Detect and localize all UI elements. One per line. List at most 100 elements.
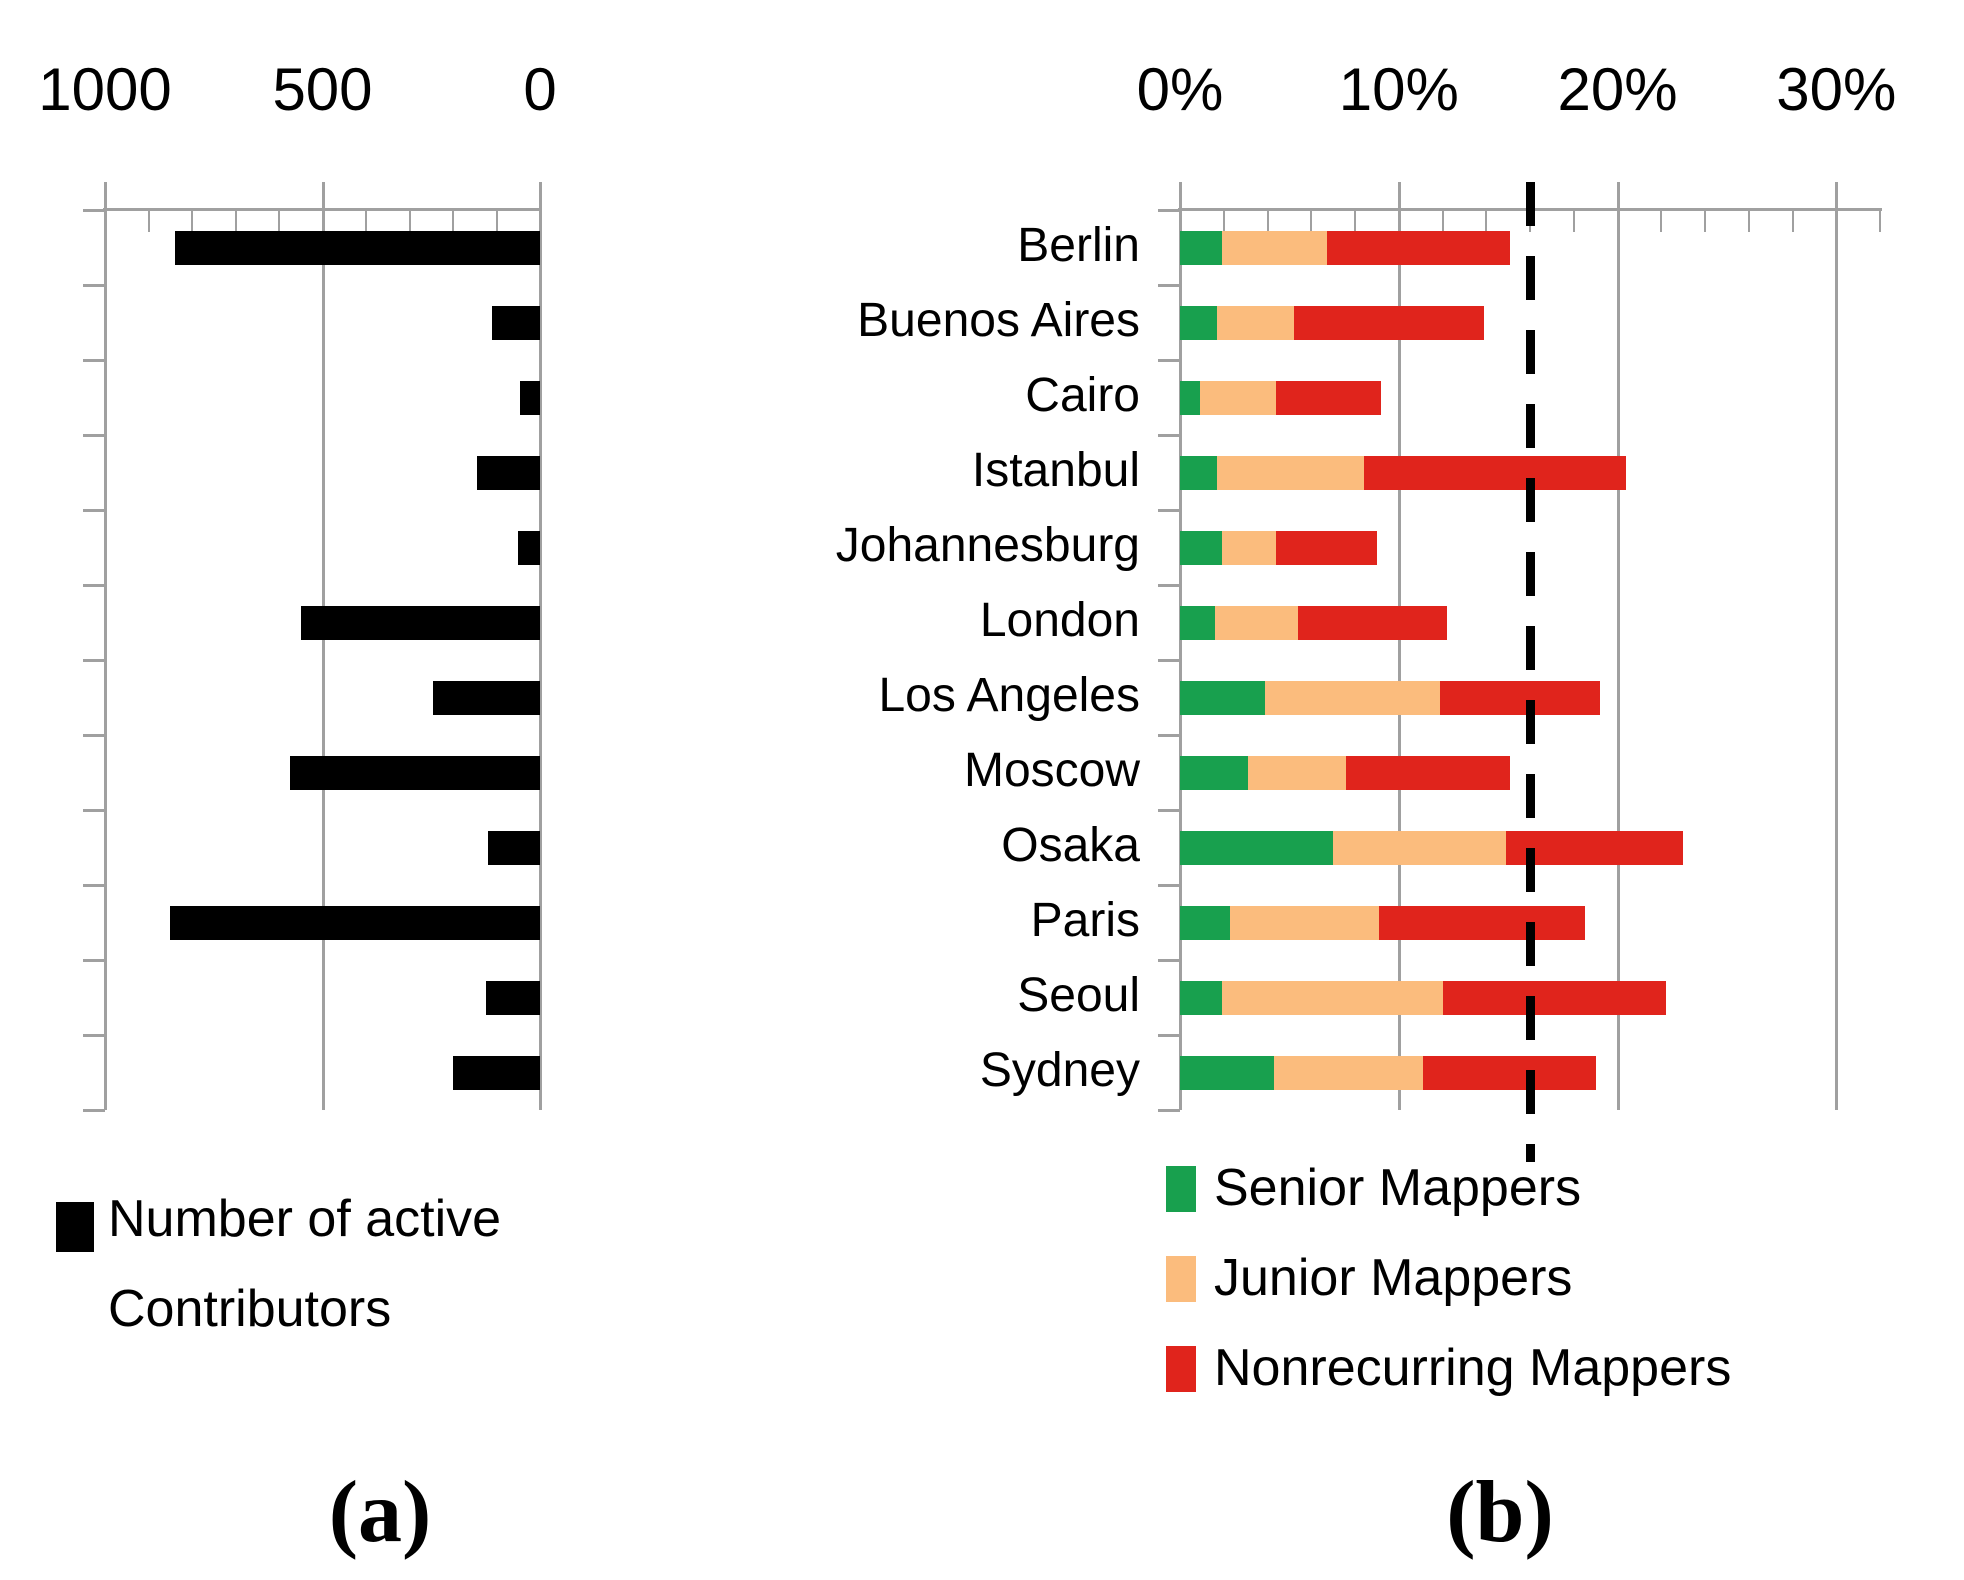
senior-mappers-legend-swatch <box>1166 1166 1196 1212</box>
stacked-bar-segment-nonrecurring-mappers <box>1440 680 1600 715</box>
stacked-bar-segment-junior-mappers <box>1199 380 1277 415</box>
contributors-bar <box>485 980 540 1015</box>
stacked-bar-segment-senior-mappers <box>1180 680 1266 715</box>
city-label: Johannesburg <box>835 518 1140 572</box>
row-boundary-tick <box>1158 359 1180 362</box>
row-boundary-tick <box>83 509 105 512</box>
stacked-bar-segment-senior-mappers <box>1180 530 1222 565</box>
minor-tick <box>495 210 498 232</box>
major-gridline <box>1397 182 1401 1110</box>
axis-tick-label: 10% <box>1338 56 1459 123</box>
row-boundary-tick <box>83 809 105 812</box>
row-boundary-tick <box>1158 734 1180 737</box>
stacked-bar-segment-nonrecurring-mappers <box>1276 530 1377 565</box>
stacked-bar-segment-junior-mappers <box>1221 230 1327 265</box>
stacked-bar-segment-junior-mappers <box>1215 605 1299 640</box>
minor-tick <box>1441 210 1444 232</box>
junior-mappers-legend-label: Junior Mappers <box>1214 1249 1573 1307</box>
stacked-bar-segment-nonrecurring-mappers <box>1422 1055 1596 1090</box>
row-boundary-tick <box>83 284 105 287</box>
minor-tick <box>191 210 193 232</box>
row-boundary-tick <box>1158 1034 1180 1037</box>
axis-tick-label: 500 <box>272 56 373 123</box>
senior-mappers-legend-label: Senior Mappers <box>1214 1159 1582 1217</box>
axis-tick-label: 0 <box>523 56 557 123</box>
contributors-legend-swatch <box>56 1202 94 1252</box>
axis-tick-label: 20% <box>1557 56 1678 123</box>
contributors-bar <box>520 380 540 415</box>
major-gridline <box>1179 182 1182 1110</box>
minor-tick <box>1747 210 1750 232</box>
stacked-bar-segment-senior-mappers <box>1180 1055 1275 1090</box>
stacked-bar-segment-junior-mappers <box>1274 1055 1423 1090</box>
stacked-bar-segment-junior-mappers <box>1265 680 1441 715</box>
stacked-bar-segment-nonrecurring-mappers <box>1293 305 1485 340</box>
stacked-bar-segment-senior-mappers <box>1180 455 1218 490</box>
row-boundary-tick <box>83 1034 105 1037</box>
contributors-bar <box>518 530 540 565</box>
major-gridline <box>321 182 325 1110</box>
row-boundary-tick <box>83 659 105 662</box>
stacked-bar-segment-junior-mappers <box>1333 830 1506 865</box>
minor-tick <box>1222 210 1225 232</box>
minor-tick <box>1660 210 1663 232</box>
contributors-legend-label-line2: Contributors <box>108 1280 392 1338</box>
nonrecurring-mappers-legend-label: Nonrecurring Mappers <box>1214 1339 1732 1397</box>
row-boundary-tick <box>1158 959 1180 962</box>
stacked-bar-segment-nonrecurring-mappers <box>1346 755 1511 790</box>
row-boundary-tick <box>83 884 105 887</box>
city-label: Paris <box>1030 893 1140 947</box>
minor-tick <box>1310 210 1313 232</box>
row-boundary-tick <box>1158 1109 1180 1112</box>
city-label: Buenos Aires <box>857 293 1140 347</box>
contributors-bar <box>174 230 540 265</box>
stacked-bar-segment-senior-mappers <box>1180 380 1200 415</box>
city-label: Istanbul <box>971 443 1140 497</box>
stacked-bar-segment-junior-mappers <box>1230 905 1380 940</box>
minor-tick <box>278 210 280 232</box>
minor-tick <box>365 210 367 232</box>
caption-panel-b: (b) <box>1446 1464 1554 1561</box>
row-boundary-tick <box>1158 509 1180 512</box>
minor-tick <box>1791 210 1794 232</box>
major-gridline <box>104 182 107 1110</box>
contributors-legend-label-line1: Number of active <box>108 1190 502 1248</box>
caption-panel-a: (a) <box>328 1464 432 1561</box>
city-label: Los Angeles <box>878 668 1140 722</box>
city-label: Osaka <box>1001 818 1140 872</box>
city-label: London <box>979 593 1140 647</box>
city-label: Seoul <box>1017 968 1140 1022</box>
row-boundary-tick <box>83 434 105 437</box>
stacked-bar-segment-senior-mappers <box>1180 230 1222 265</box>
stacked-bar-segment-nonrecurring-mappers <box>1326 230 1511 265</box>
junior-mappers-legend-swatch <box>1166 1256 1196 1302</box>
row-boundary-tick <box>83 959 105 962</box>
dashed-reference-line <box>1526 182 1535 1162</box>
row-boundary-tick <box>83 209 105 212</box>
city-label: Berlin <box>1017 218 1140 272</box>
stacked-bar-segment-senior-mappers <box>1180 830 1334 865</box>
stacked-bar-segment-junior-mappers <box>1247 755 1347 790</box>
nonrecurring-mappers-legend-swatch <box>1166 1346 1196 1392</box>
minor-tick <box>1572 210 1575 232</box>
row-boundary-tick <box>83 1109 105 1112</box>
axis-tick-label: 30% <box>1776 56 1897 123</box>
city-label: Sydney <box>979 1043 1140 1097</box>
stacked-bar-segment-nonrecurring-mappers <box>1298 605 1447 640</box>
contributors-bar <box>170 905 540 940</box>
minor-tick <box>1704 210 1706 232</box>
row-boundary-tick <box>1158 434 1180 437</box>
row-boundary-tick <box>1158 659 1180 662</box>
row-boundary-tick <box>83 734 105 737</box>
minor-tick <box>1879 210 1881 232</box>
major-gridline <box>539 182 542 1110</box>
stacked-bar-segment-senior-mappers <box>1180 980 1222 1015</box>
row-boundary-tick <box>1158 884 1180 887</box>
contributors-bar <box>300 605 540 640</box>
stacked-bar-segment-junior-mappers <box>1221 530 1277 565</box>
row-boundary-tick <box>1158 209 1180 212</box>
axis-tick-label: 0% <box>1136 56 1224 123</box>
minor-tick <box>1266 210 1269 232</box>
contributors-bar <box>492 305 540 340</box>
